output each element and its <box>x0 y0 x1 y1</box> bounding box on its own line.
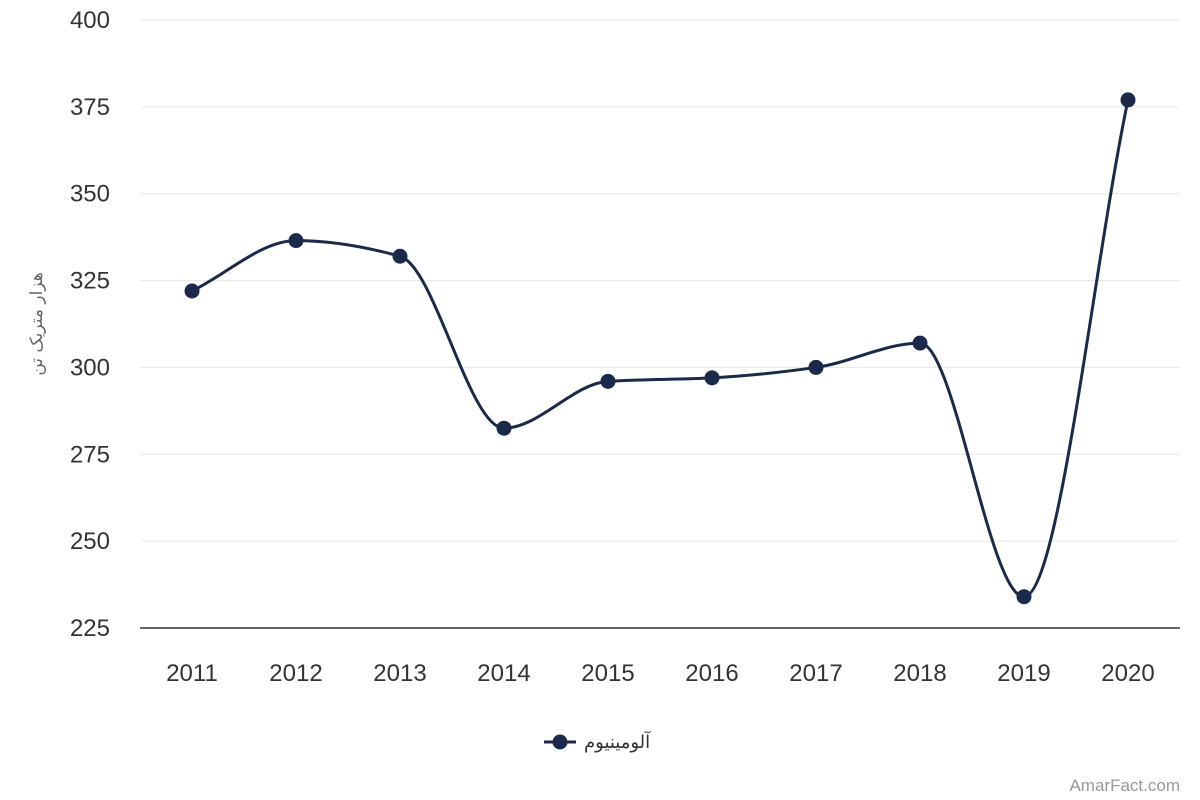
data-point-2018[interactable] <box>912 335 928 351</box>
y-tick-label: 350 <box>70 181 110 208</box>
data-point-2019[interactable] <box>1016 589 1032 605</box>
data-point-2012[interactable] <box>288 233 304 249</box>
y-tick-label: 375 <box>70 94 110 121</box>
x-tick-label: 2018 <box>893 660 946 687</box>
y-tick-label: 300 <box>70 354 110 381</box>
y-axis-tick-labels: 225 250 275 300 325 350 375 400 <box>70 7 110 642</box>
y-axis-title: هزار متریک تن <box>27 272 47 375</box>
data-point-2016[interactable] <box>704 370 720 386</box>
data-point-2017[interactable] <box>808 359 824 375</box>
x-tick-label: 2017 <box>789 660 842 687</box>
legend-item-label[interactable]: آلومینیوم <box>584 730 651 753</box>
y-tick-label: 325 <box>70 268 110 295</box>
series-line-aluminium[interactable] <box>191 99 1130 599</box>
x-tick-label: 2011 <box>166 660 218 687</box>
y-tick-label: 250 <box>70 528 110 555</box>
gridlines <box>140 19 1180 542</box>
y-tick-label: 225 <box>70 615 110 642</box>
x-tick-label: 2020 <box>1101 660 1154 687</box>
data-point-2020[interactable] <box>1120 92 1136 108</box>
y-tick-label: 275 <box>70 441 110 468</box>
data-point-2013[interactable] <box>392 248 408 264</box>
legend[interactable]: آلومینیوم <box>544 730 651 753</box>
x-tick-label: 2019 <box>997 660 1050 687</box>
x-axis-tick-labels: 2011 2012 2013 2014 2015 2016 2017 2018 2019 2020 <box>166 660 1155 687</box>
data-point-2015[interactable] <box>600 373 616 389</box>
x-tick-label: 2015 <box>581 660 634 687</box>
series-points <box>184 92 1136 605</box>
x-tick-label: 2012 <box>269 660 322 687</box>
data-point-2011[interactable] <box>184 283 200 299</box>
y-tick-label: 400 <box>70 7 110 34</box>
x-tick-label: 2016 <box>685 660 738 687</box>
data-point-2014[interactable] <box>496 420 512 436</box>
credit-text[interactable]: AmarFact.com <box>1069 776 1180 795</box>
x-tick-label: 2014 <box>477 660 530 687</box>
legend-dot-marker <box>552 734 568 750</box>
x-tick-label: 2013 <box>373 660 426 687</box>
